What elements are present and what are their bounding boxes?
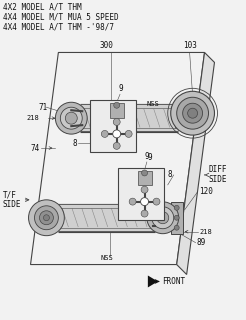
- Text: NSS: NSS: [147, 101, 160, 107]
- Text: NSS: NSS: [122, 191, 135, 197]
- Circle shape: [65, 112, 77, 124]
- Circle shape: [177, 97, 209, 129]
- Circle shape: [174, 205, 179, 210]
- Circle shape: [188, 108, 198, 118]
- Bar: [110, 103, 124, 118]
- Bar: [90, 100, 136, 152]
- Text: 4X4 MODEL M/T MUA 5 SPEED: 4X4 MODEL M/T MUA 5 SPEED: [3, 13, 118, 22]
- Circle shape: [147, 202, 179, 234]
- Circle shape: [174, 215, 179, 220]
- Circle shape: [44, 215, 49, 221]
- Text: 4X2 MODEL A/T THM: 4X2 MODEL A/T THM: [3, 3, 81, 12]
- Text: SIDE: SIDE: [3, 200, 21, 209]
- Bar: [138, 171, 152, 186]
- Circle shape: [29, 200, 64, 236]
- Polygon shape: [176, 105, 186, 130]
- Text: 300: 300: [99, 42, 113, 51]
- Text: 218: 218: [200, 229, 212, 235]
- Text: 4X4 MODEL A/T THM -'98/7: 4X4 MODEL A/T THM -'98/7: [3, 23, 114, 32]
- Circle shape: [141, 210, 148, 217]
- Circle shape: [113, 142, 120, 149]
- Bar: [118, 168, 164, 220]
- Text: SIDE: SIDE: [209, 175, 227, 184]
- Circle shape: [183, 103, 202, 123]
- Text: 8: 8: [168, 171, 172, 180]
- Circle shape: [55, 102, 87, 134]
- Text: 120: 120: [200, 188, 214, 196]
- Text: T/F: T/F: [3, 190, 16, 199]
- Circle shape: [60, 107, 82, 129]
- Circle shape: [174, 225, 179, 230]
- Circle shape: [142, 170, 148, 176]
- Circle shape: [34, 206, 58, 230]
- Circle shape: [114, 102, 120, 108]
- Circle shape: [152, 207, 174, 229]
- Text: 218: 218: [27, 115, 39, 121]
- Text: 74: 74: [31, 144, 40, 153]
- Circle shape: [125, 131, 132, 137]
- Circle shape: [129, 198, 136, 205]
- Circle shape: [141, 186, 148, 193]
- Text: 9: 9: [145, 152, 150, 161]
- Circle shape: [171, 91, 215, 135]
- Polygon shape: [148, 276, 158, 287]
- Circle shape: [153, 198, 160, 205]
- Text: 89: 89: [197, 238, 206, 247]
- Text: 9: 9: [118, 84, 123, 93]
- Circle shape: [113, 118, 120, 125]
- Circle shape: [140, 198, 149, 206]
- Circle shape: [157, 212, 169, 224]
- Circle shape: [101, 131, 108, 137]
- Text: FRONT: FRONT: [162, 277, 185, 286]
- Text: 103: 103: [183, 42, 197, 51]
- Text: 9: 9: [148, 153, 153, 162]
- Polygon shape: [177, 52, 215, 275]
- Text: NSS: NSS: [122, 195, 133, 200]
- Text: DIFF: DIFF: [209, 165, 227, 174]
- Circle shape: [113, 130, 121, 138]
- Polygon shape: [171, 202, 183, 234]
- Text: NSS: NSS: [94, 127, 106, 132]
- Text: NSS: NSS: [100, 255, 113, 260]
- Text: 71: 71: [38, 103, 48, 112]
- Circle shape: [39, 211, 53, 225]
- Text: 8: 8: [72, 139, 77, 148]
